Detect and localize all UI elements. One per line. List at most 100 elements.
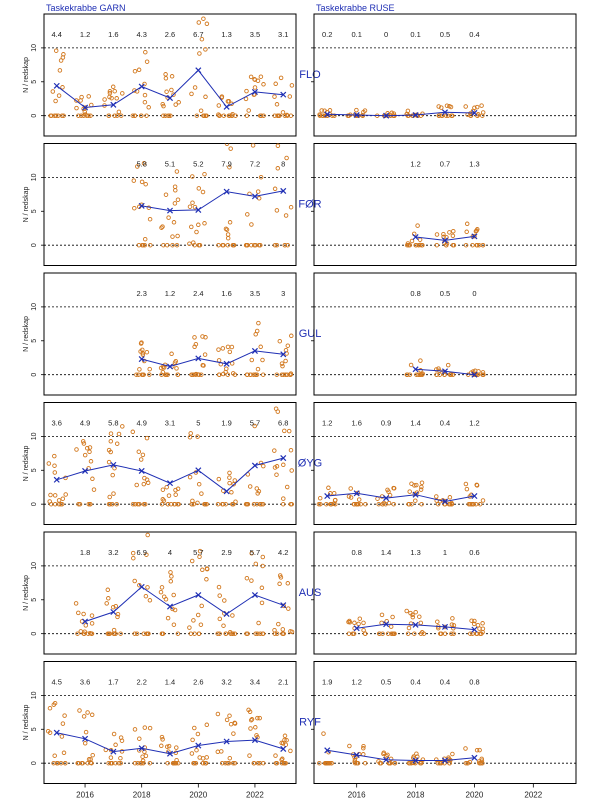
observation-point xyxy=(195,612,201,618)
observation-point xyxy=(143,181,148,187)
observation-point xyxy=(332,113,337,118)
observation-point xyxy=(219,760,225,766)
observation-point xyxy=(280,631,285,636)
observation-point xyxy=(132,501,138,507)
observation-point xyxy=(282,242,288,248)
observation-point xyxy=(142,92,148,98)
observation-point xyxy=(441,231,446,237)
observation-point xyxy=(230,613,235,618)
y-tick-label: 10 xyxy=(31,562,38,570)
observation-point xyxy=(408,610,413,616)
observation-point xyxy=(89,102,94,108)
observation-point xyxy=(55,760,61,766)
observation-point xyxy=(258,74,264,79)
observation-point xyxy=(388,756,394,762)
mean-marker xyxy=(251,88,258,95)
observation-point xyxy=(284,372,290,377)
observation-point xyxy=(158,365,164,371)
observation-point xyxy=(447,230,452,235)
observation-point xyxy=(198,108,204,113)
observation-point xyxy=(275,166,281,171)
mean-marker xyxy=(195,467,202,474)
observation-point xyxy=(274,208,280,213)
observation-point xyxy=(169,87,174,93)
observation-point xyxy=(417,614,422,619)
observation-point xyxy=(224,143,230,147)
mean-marker xyxy=(195,742,202,749)
observation-point xyxy=(447,495,453,500)
observation-point xyxy=(450,751,455,757)
observation-point xyxy=(173,358,179,364)
observation-point xyxy=(141,760,146,766)
observation-point xyxy=(89,621,95,626)
mean-marker xyxy=(223,360,230,367)
mean-marker xyxy=(441,109,449,116)
observation-point xyxy=(52,700,58,706)
mean-value-label: 1.6 xyxy=(108,30,118,39)
observation-point xyxy=(106,113,112,118)
observation-point xyxy=(449,622,455,627)
title-garn: Taskekrabbe GARN xyxy=(46,3,126,13)
observation-point xyxy=(190,200,195,205)
observation-point xyxy=(286,606,291,611)
observation-point xyxy=(256,620,261,626)
mean-marker xyxy=(138,83,145,90)
observation-point xyxy=(198,622,204,627)
observation-point xyxy=(407,372,413,377)
observation-point xyxy=(164,484,169,490)
mean-marker xyxy=(53,82,60,89)
observation-point xyxy=(187,241,192,246)
mean-value-label: 5.7 xyxy=(193,548,203,557)
observation-point xyxy=(256,320,261,326)
observation-point xyxy=(172,184,178,189)
panel-gul-ruse: 0.8 0.5 0 xyxy=(311,272,577,396)
observation-point xyxy=(190,174,195,179)
observation-point xyxy=(159,631,165,636)
observation-point xyxy=(112,113,117,118)
observation-point xyxy=(285,343,291,348)
mean-marker xyxy=(412,757,419,764)
observation-point xyxy=(280,501,286,507)
observation-point xyxy=(108,755,114,760)
observation-point xyxy=(142,236,148,242)
observation-point xyxy=(142,99,148,105)
observation-point xyxy=(52,493,58,498)
observation-point xyxy=(191,760,196,766)
mean-marker xyxy=(280,91,287,98)
observation-point xyxy=(81,611,86,617)
observation-point xyxy=(250,143,256,148)
mean-value-label: 0 xyxy=(472,289,476,298)
observation-point xyxy=(74,98,79,103)
title-ruse: Taskekrabbe RUSE xyxy=(316,3,395,13)
x-tick-label: 2016 xyxy=(348,791,366,800)
panel-frame xyxy=(43,272,297,396)
observation-point xyxy=(197,554,202,560)
observation-point xyxy=(227,755,233,761)
observation-point xyxy=(273,406,279,411)
mean-marker xyxy=(251,737,258,744)
observation-point xyxy=(381,750,387,755)
mean-value-label: 0.2 xyxy=(322,30,332,39)
mean-value-label: 4.9 xyxy=(136,419,146,428)
observation-point xyxy=(287,94,293,99)
observation-point xyxy=(170,242,175,248)
observation-point xyxy=(111,491,116,496)
observation-point xyxy=(230,631,236,636)
observation-point xyxy=(136,67,142,73)
observation-point xyxy=(477,760,482,766)
observation-point xyxy=(333,497,338,503)
observation-point xyxy=(192,85,198,90)
observation-point xyxy=(464,486,470,492)
observation-point xyxy=(61,750,67,756)
observation-point xyxy=(216,242,221,248)
mean-marker xyxy=(412,111,419,119)
mean-marker xyxy=(53,729,60,736)
observation-point xyxy=(82,109,88,115)
observation-point xyxy=(278,137,282,141)
observation-point xyxy=(175,233,180,239)
observation-point xyxy=(203,47,208,52)
observation-point xyxy=(147,366,152,372)
observation-point xyxy=(450,233,456,239)
observation-point xyxy=(387,492,393,498)
observation-point xyxy=(130,501,136,507)
